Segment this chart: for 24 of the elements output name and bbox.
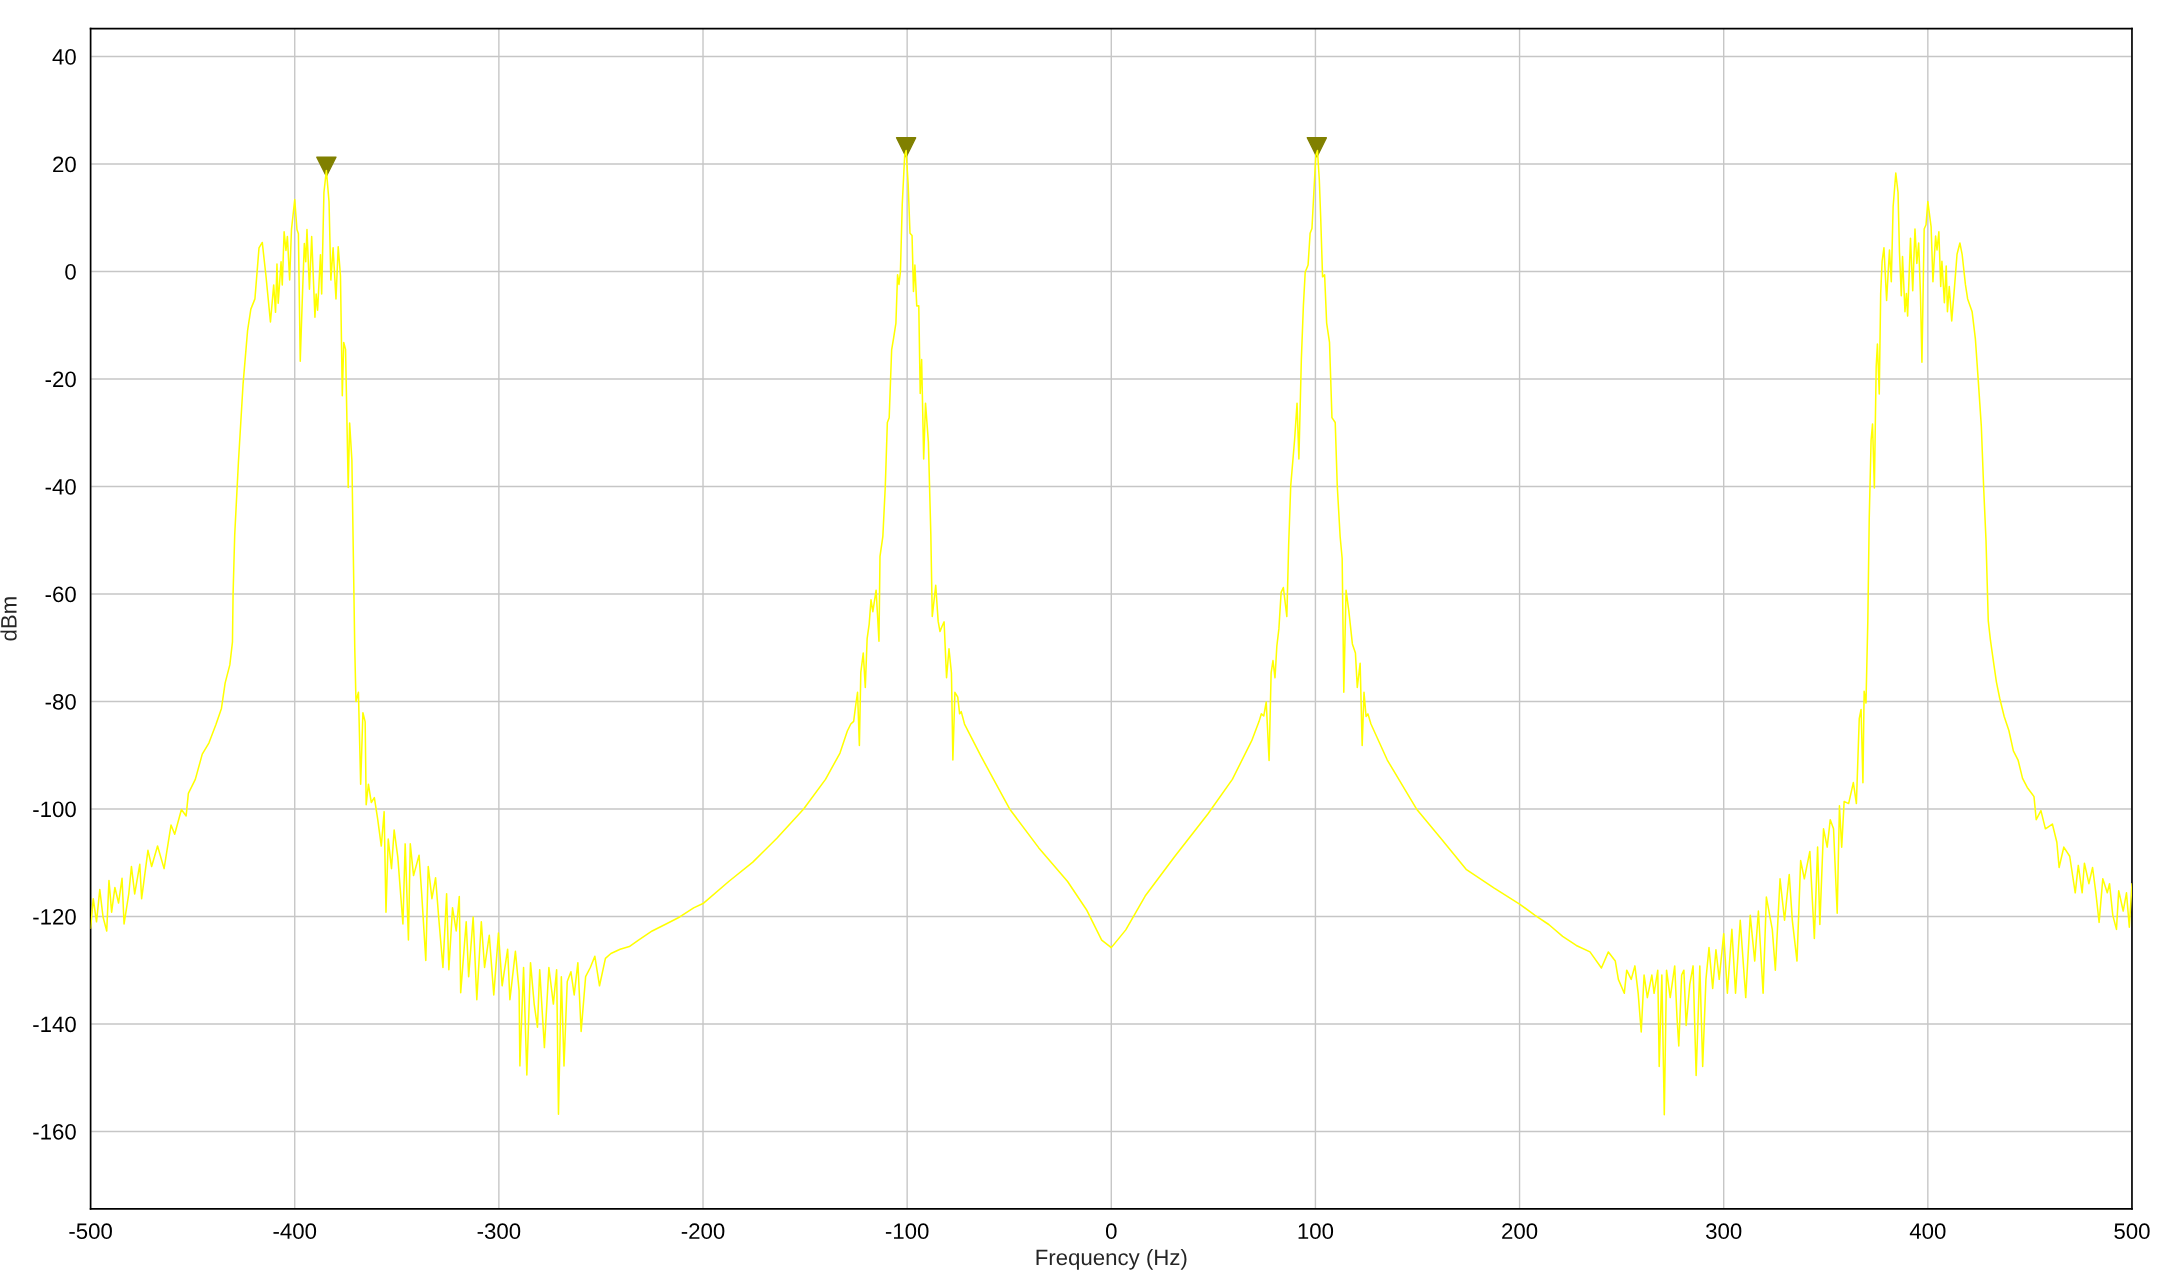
- y-tick-label: -160: [33, 1123, 76, 1140]
- x-tick-label: -500: [69, 1223, 112, 1240]
- y-tick-label: -140: [33, 1016, 76, 1033]
- x-tick-label: -300: [477, 1223, 521, 1240]
- x-tick-label: 400: [1909, 1223, 1946, 1240]
- y-tick-label: -20: [45, 371, 76, 388]
- y-axis-title: dBm: [0, 597, 17, 641]
- x-tick-label: -400: [273, 1223, 317, 1240]
- y-tick-label: -80: [45, 693, 76, 710]
- x-tick-label: -200: [681, 1223, 725, 1240]
- x-tick-label: -100: [885, 1223, 929, 1240]
- x-tick-label: 0: [1105, 1223, 1117, 1240]
- x-axis-title: Frequency (Hz): [1036, 1248, 1187, 1270]
- x-tick-label: 100: [1298, 1223, 1334, 1240]
- y-tick-label: -60: [45, 586, 76, 603]
- y-tick-label: -40: [45, 479, 76, 495]
- y-tick-label: -120: [33, 908, 76, 925]
- y-tick-label: 40: [52, 49, 76, 65]
- x-tick-label: 200: [1502, 1223, 1538, 1240]
- y-tick-label: -100: [33, 801, 76, 818]
- y-tick-label: 0: [65, 264, 76, 280]
- x-tick-label: 500: [2114, 1223, 2150, 1240]
- y-tick-label: 20: [53, 156, 76, 173]
- x-tick-label: 300: [1706, 1223, 1742, 1240]
